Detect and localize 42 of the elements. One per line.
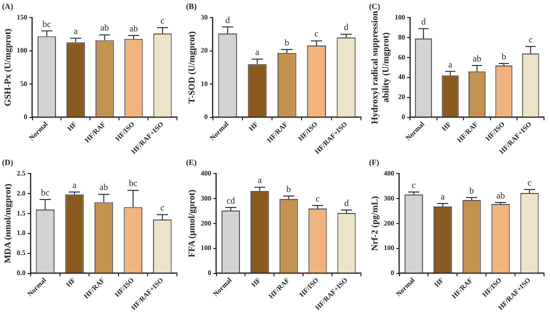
chart-title: (C) xyxy=(369,2,380,11)
annotation: a xyxy=(448,59,452,70)
annotation: d xyxy=(421,16,426,26)
annotation: d xyxy=(344,198,349,208)
annotation: bc xyxy=(128,178,138,188)
annotation: c xyxy=(315,193,320,204)
annotation: c xyxy=(412,180,416,190)
annotation: a xyxy=(257,175,262,186)
chart-title: (A) xyxy=(2,2,14,11)
annotation: a xyxy=(72,180,76,190)
y-axis-title: GSH-Px (U/mgprot) xyxy=(2,28,13,106)
annotation: c xyxy=(528,34,533,44)
annotation: c xyxy=(160,15,165,26)
chart-title: (B) xyxy=(186,2,196,11)
annotation: ab xyxy=(100,182,109,192)
annotation: bc xyxy=(40,187,50,198)
annotation: b xyxy=(469,185,474,196)
annotation: ab xyxy=(472,53,482,64)
annotation: cd xyxy=(226,195,236,206)
annotation: d xyxy=(343,22,348,32)
y-axis-title: Hydroxyl radical suppression ability (U/mgprot) xyxy=(370,10,391,124)
annotation: c xyxy=(160,202,164,213)
y-axis-title: T-SOD (U/mgprot) xyxy=(186,31,196,104)
annotation: c xyxy=(528,177,532,188)
annotation: ab xyxy=(496,190,506,200)
annotation: a xyxy=(440,191,445,202)
y-axis-title: Nrf-2 (pg/mL) xyxy=(370,196,380,251)
chart-title: (D) xyxy=(2,158,14,167)
annotation: c xyxy=(314,28,318,39)
y-axis-title: FFA (μmol/gprot) xyxy=(186,190,196,258)
annotation: d xyxy=(224,14,230,25)
annotation: ab xyxy=(129,23,138,34)
annotation: b xyxy=(286,184,291,194)
annotation: a xyxy=(254,46,259,57)
annotation: b xyxy=(502,51,507,62)
annotation: b xyxy=(284,37,290,48)
annotation: ab xyxy=(100,22,110,33)
y-axis-title: MDA (nmol/mgprot) xyxy=(2,184,13,264)
chart-title: (E) xyxy=(186,158,196,167)
chart-title: (F) xyxy=(369,158,380,167)
annotation: a xyxy=(74,26,78,36)
annotation: bc xyxy=(42,18,52,29)
